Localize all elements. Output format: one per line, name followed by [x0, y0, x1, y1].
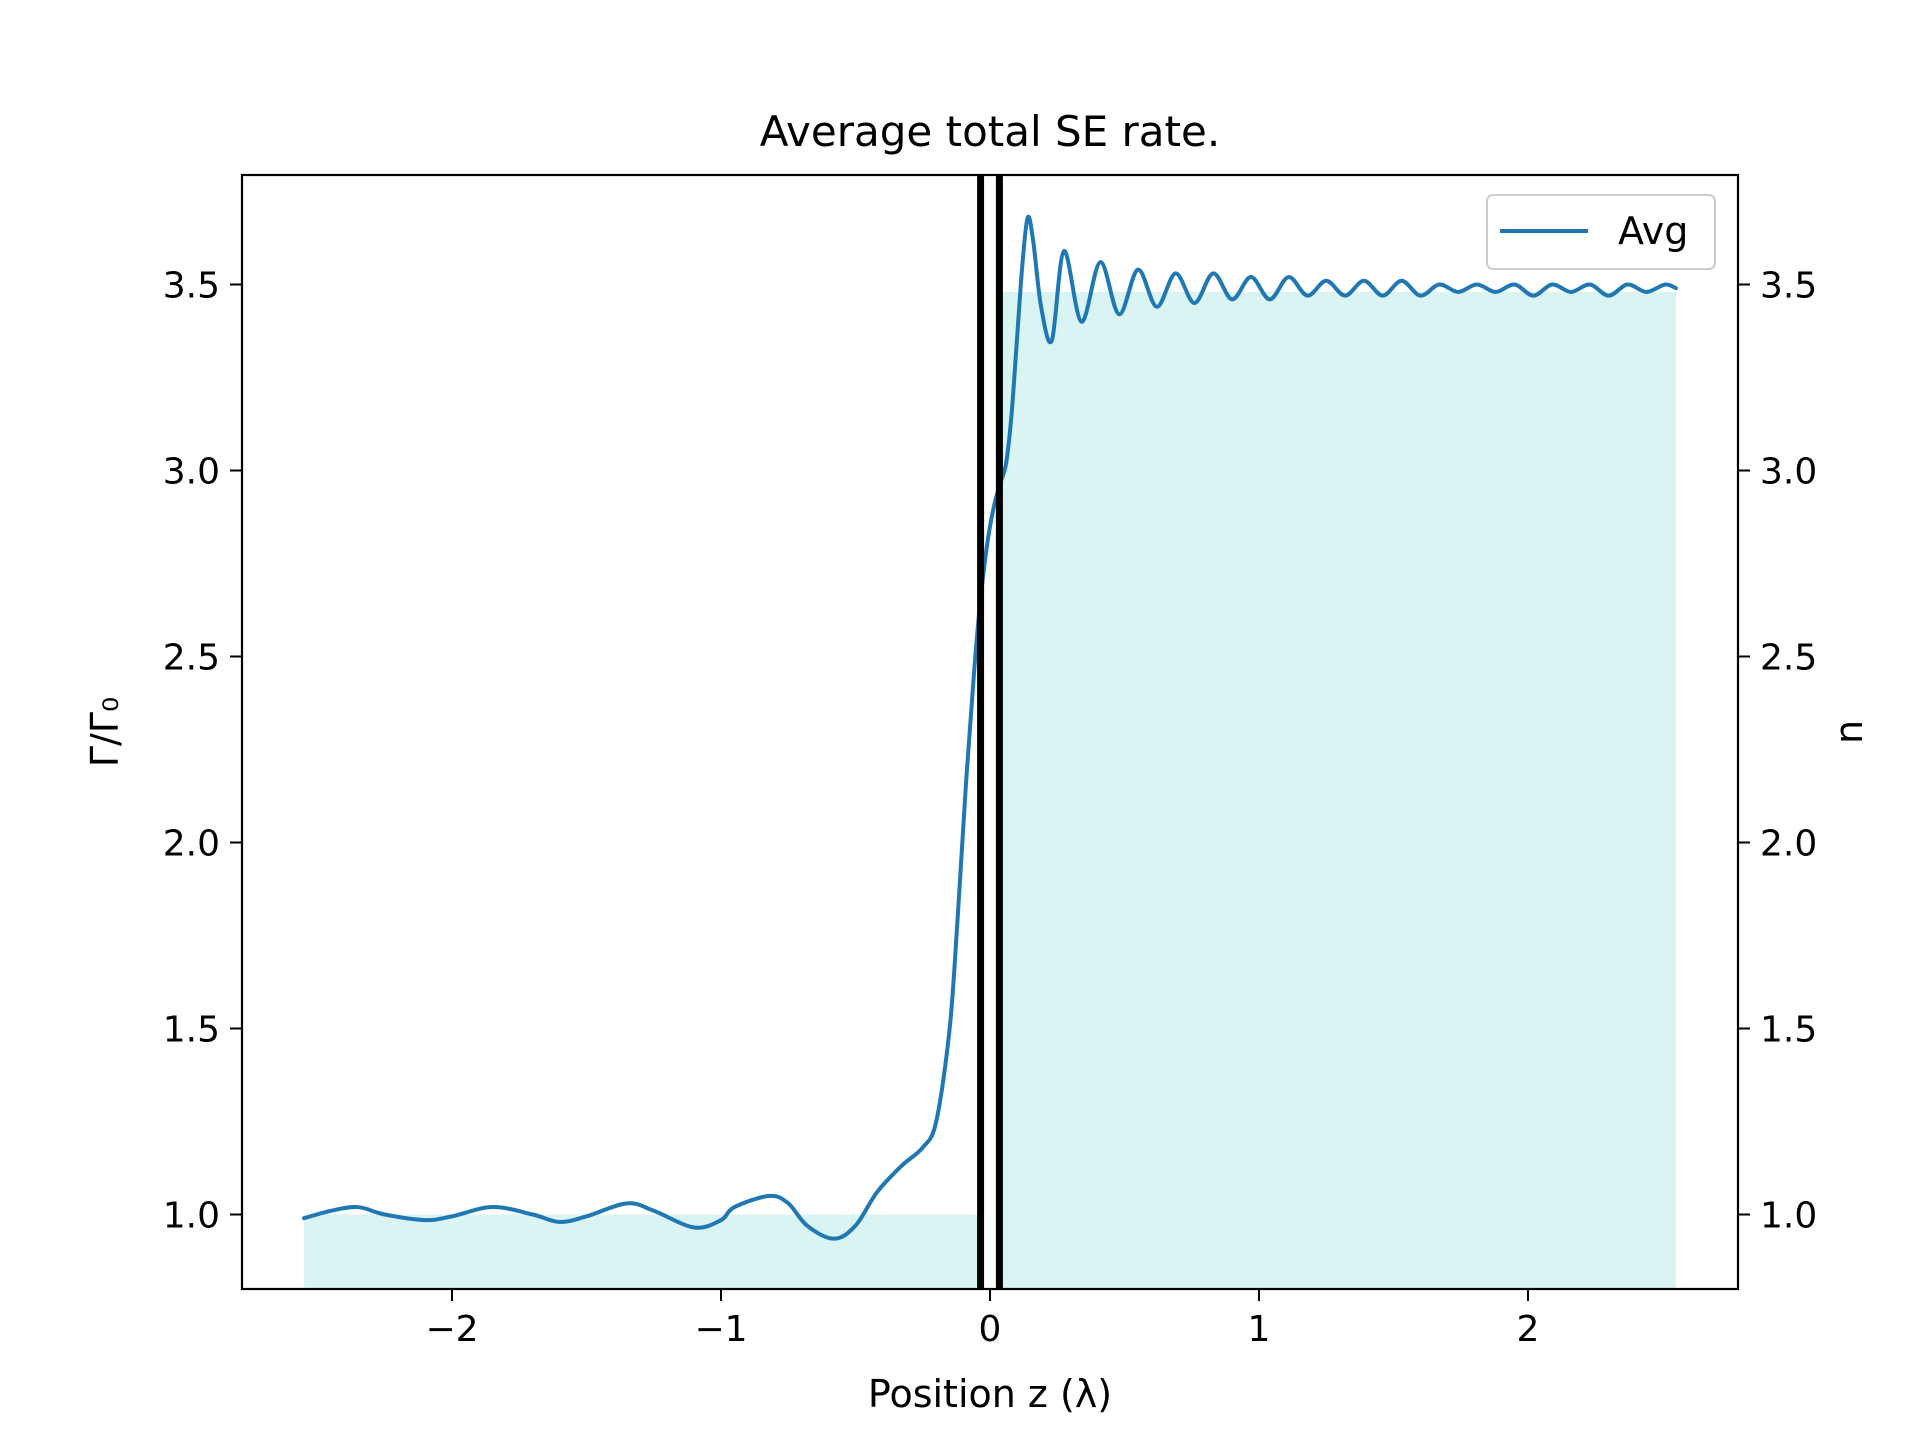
y-tick-label: 2.0 — [163, 824, 220, 865]
y-tick-label: 1.5 — [163, 1010, 220, 1051]
interface-lines — [977, 175, 1003, 1289]
y-axis-label-left: Γ/Γ₀ — [83, 697, 127, 767]
y2-tick-label: 2.0 — [1760, 824, 1817, 865]
refractive-index-region-2 — [1000, 291, 1676, 1289]
chart-title: Average total SE rate. — [760, 107, 1220, 156]
y2-tick-label: 1.5 — [1760, 1010, 1817, 1051]
x-tick-label: 1 — [1248, 1309, 1271, 1350]
x-tick-label: 0 — [979, 1309, 1002, 1350]
y-tick-label: 2.5 — [163, 638, 220, 679]
y2-tick-label: 2.5 — [1760, 638, 1817, 679]
y-tick-label: 3.5 — [163, 266, 220, 307]
y-axis-left: 1.0 1.5 2.0 2.5 3.0 3.5 — [163, 266, 242, 1237]
y2-tick-label: 1.0 — [1760, 1196, 1817, 1237]
y-axis-right: 1.0 1.5 2.0 2.5 3.0 3.5 — [1738, 266, 1817, 1237]
series-line-avg — [302, 214, 1678, 1241]
y-tick-label: 3.0 — [163, 452, 220, 493]
y2-tick-label: 3.5 — [1760, 266, 1817, 307]
x-axis: −2 −1 0 1 2 — [425, 1289, 1539, 1350]
refractive-index-region-1 — [304, 1214, 980, 1289]
legend-label: Avg — [1618, 209, 1688, 253]
series-layer — [302, 214, 1678, 1241]
x-tick-label: 2 — [1517, 1309, 1540, 1350]
x-tick-label: −1 — [694, 1309, 747, 1350]
y-axis-label-right: n — [1827, 720, 1871, 744]
legend-box — [1486, 194, 1716, 270]
x-tick-label: −2 — [425, 1309, 478, 1350]
x-axis-label: Position z (λ) — [868, 1372, 1112, 1416]
legend: Avg — [1486, 194, 1716, 270]
y2-tick-label: 3.0 — [1760, 452, 1817, 493]
refractive-index-shading — [304, 291, 1676, 1289]
y-tick-label: 1.0 — [163, 1196, 220, 1237]
